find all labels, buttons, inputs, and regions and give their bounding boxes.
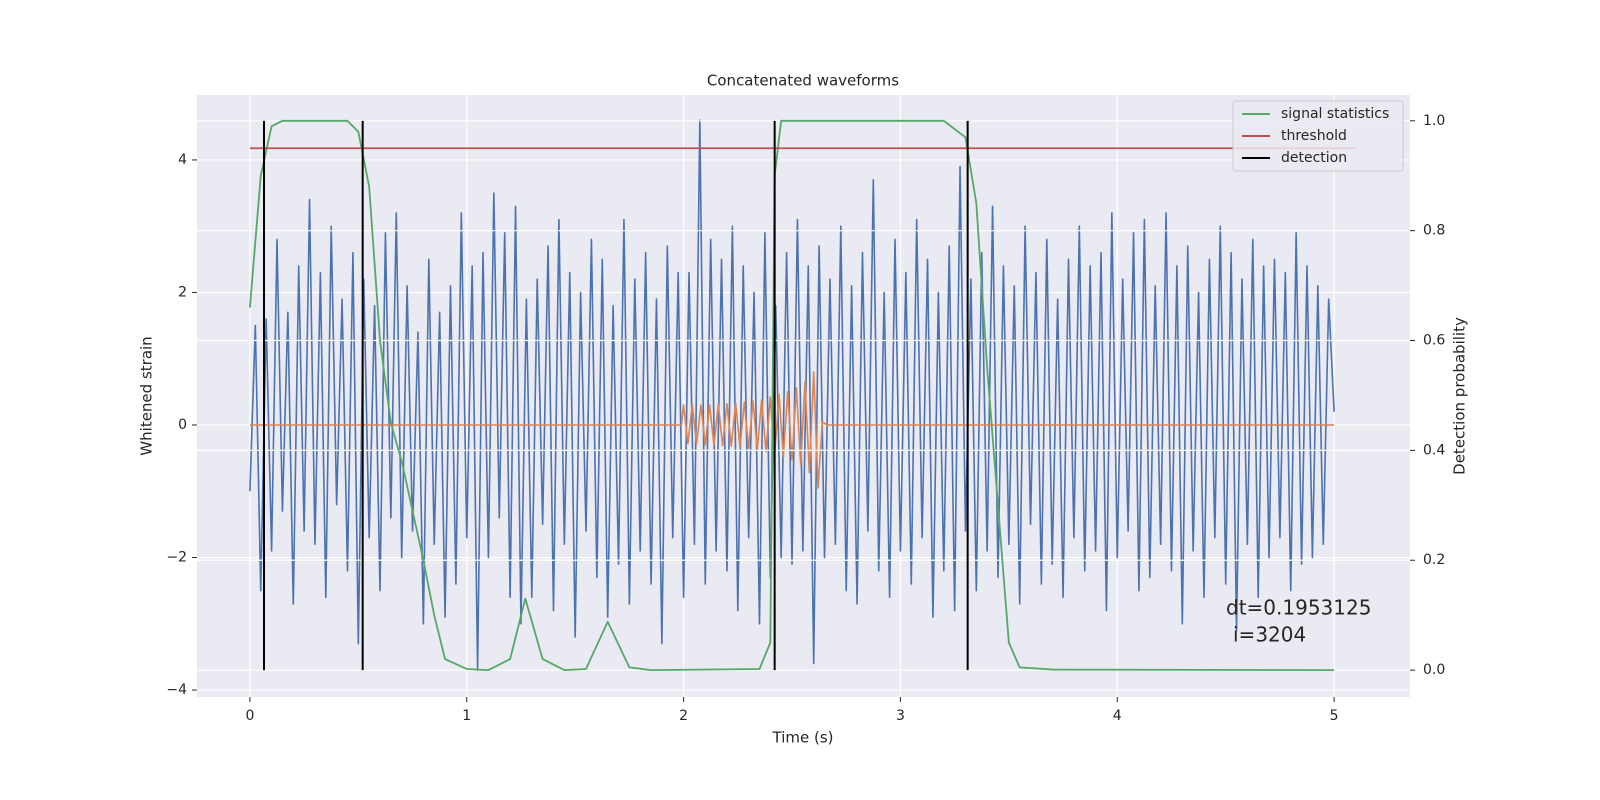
y2-tick-label: 0.8: [1423, 223, 1445, 239]
series-line: [249, 119, 1335, 671]
y2-axis-label: Detection probability: [1451, 317, 1469, 475]
y-tick-label: 0: [178, 417, 187, 433]
y2-tick-label: 1.0: [1423, 113, 1445, 129]
x-tick-label: 2: [679, 708, 688, 724]
y-tick-label: 4: [178, 152, 187, 168]
legend-box: [1232, 100, 1404, 172]
annotation: dt=0.1953125: [1226, 596, 1371, 620]
legend-label: detection: [1281, 150, 1347, 166]
y-tick-label: −2: [166, 550, 187, 566]
y2-tick-label: 0.2: [1423, 552, 1445, 568]
waveform-line: [249, 371, 1335, 489]
y-tick-label: 2: [178, 284, 187, 300]
legend-label: signal statistics: [1281, 106, 1389, 122]
x-tick-label: 3: [896, 708, 905, 724]
x-tick-label: 5: [1330, 708, 1339, 724]
y-axis-label: Whitened strain: [138, 336, 156, 455]
annotation: i=3204: [1233, 623, 1306, 647]
y2-tick-label: 0.6: [1423, 333, 1445, 349]
chart-title: Concatenated waveforms: [707, 72, 899, 90]
x-tick-label: 0: [245, 708, 254, 724]
waveform-line: [249, 119, 1335, 671]
y2-tick-label: 0.0: [1423, 662, 1445, 678]
y-tick-label: −4: [166, 682, 187, 698]
legend-label: threshold: [1281, 128, 1347, 144]
x-axis-label: Time (s): [772, 729, 834, 747]
x-tick-label: 1: [462, 708, 471, 724]
x-tick-label: 4: [1113, 708, 1122, 724]
y2-tick-label: 0.4: [1423, 442, 1445, 458]
